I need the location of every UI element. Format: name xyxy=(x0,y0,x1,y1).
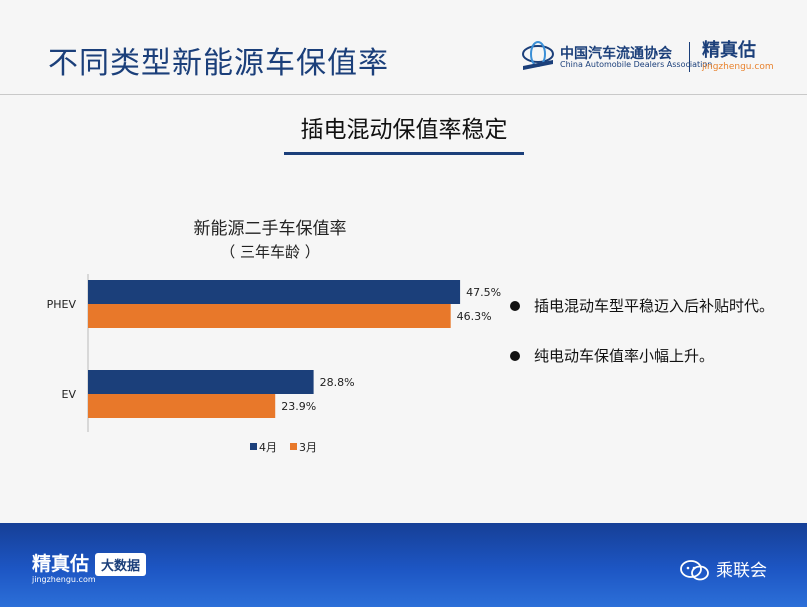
jzg-name: 精真估 xyxy=(702,40,756,61)
section-title: 插电混动保值率稳定 xyxy=(284,110,524,155)
category-label: EV xyxy=(62,388,77,401)
data-label: 46.3% xyxy=(457,310,492,323)
title-divider xyxy=(0,94,807,95)
bar-phev-april xyxy=(88,280,461,304)
bar-phev-march xyxy=(88,304,451,328)
wechat-icon xyxy=(680,560,709,581)
chart-title: 新能源二手车保值率 xyxy=(194,219,347,239)
bullet-item-ev: 纯电动车保值率小幅上升。 xyxy=(508,344,778,368)
cada-name: 中国汽车流通协会 xyxy=(560,46,672,62)
chart-subtitle: （ 三年车龄 ） xyxy=(220,243,320,261)
bullet-dot-icon xyxy=(510,301,520,311)
bullet-item-phev: 插电混动车型平稳迈入后补贴时代。 xyxy=(508,294,778,318)
logo-separator xyxy=(689,42,690,72)
footer-badge: 大数据 xyxy=(95,553,147,576)
bullet-text: 纯电动车保值率小幅上升。 xyxy=(534,347,715,365)
legend-label: 3月 xyxy=(299,441,317,454)
jzg-logo: 精真估 jingzhengu.com xyxy=(702,40,802,72)
legend-swatch xyxy=(250,443,257,450)
bullet-text: 插电混动车型平稳迈入后补贴时代。 xyxy=(534,297,775,315)
data-label: 23.9% xyxy=(281,400,316,413)
wechat-account-name: 乘联会 xyxy=(716,561,767,581)
chart-legend: 4月 3月 xyxy=(250,441,317,454)
chart-bars: PHEV 47.5% 46.3% EV 28.8% 23.9% xyxy=(47,280,501,418)
jzg-url: jingzhengu.com xyxy=(702,62,774,72)
category-label: PHEV xyxy=(47,298,77,311)
footer-brand-url: jingzhengu.com xyxy=(32,575,96,584)
footer-brand: 精真估 jingzhengu.com xyxy=(32,553,96,584)
bar-ev-march xyxy=(88,394,276,418)
footer-brand-name: 精真估 xyxy=(32,553,90,575)
cada-emblem-icon xyxy=(522,41,554,70)
bullet-list: 插电混动车型平稳迈入后补贴时代。 纯电动车保值率小幅上升。 xyxy=(508,294,778,394)
wechat-account: 乘联会 xyxy=(680,556,767,582)
cada-subtitle: China Automobile Dealers Association xyxy=(560,60,713,69)
footer-bar: 精真估 jingzhengu.com 大数据 乘联会 xyxy=(0,523,807,607)
cada-logo: 中国汽车流通协会 China Automobile Dealers Associ… xyxy=(520,40,712,74)
legend-swatch xyxy=(290,443,297,450)
legend-label: 4月 xyxy=(259,441,277,454)
page-title: 不同类型新能源车保值率 xyxy=(48,46,389,81)
data-label: 47.5% xyxy=(466,286,501,299)
bar-ev-april xyxy=(88,370,314,394)
data-label: 28.8% xyxy=(320,376,355,389)
bullet-dot-icon xyxy=(510,351,520,361)
